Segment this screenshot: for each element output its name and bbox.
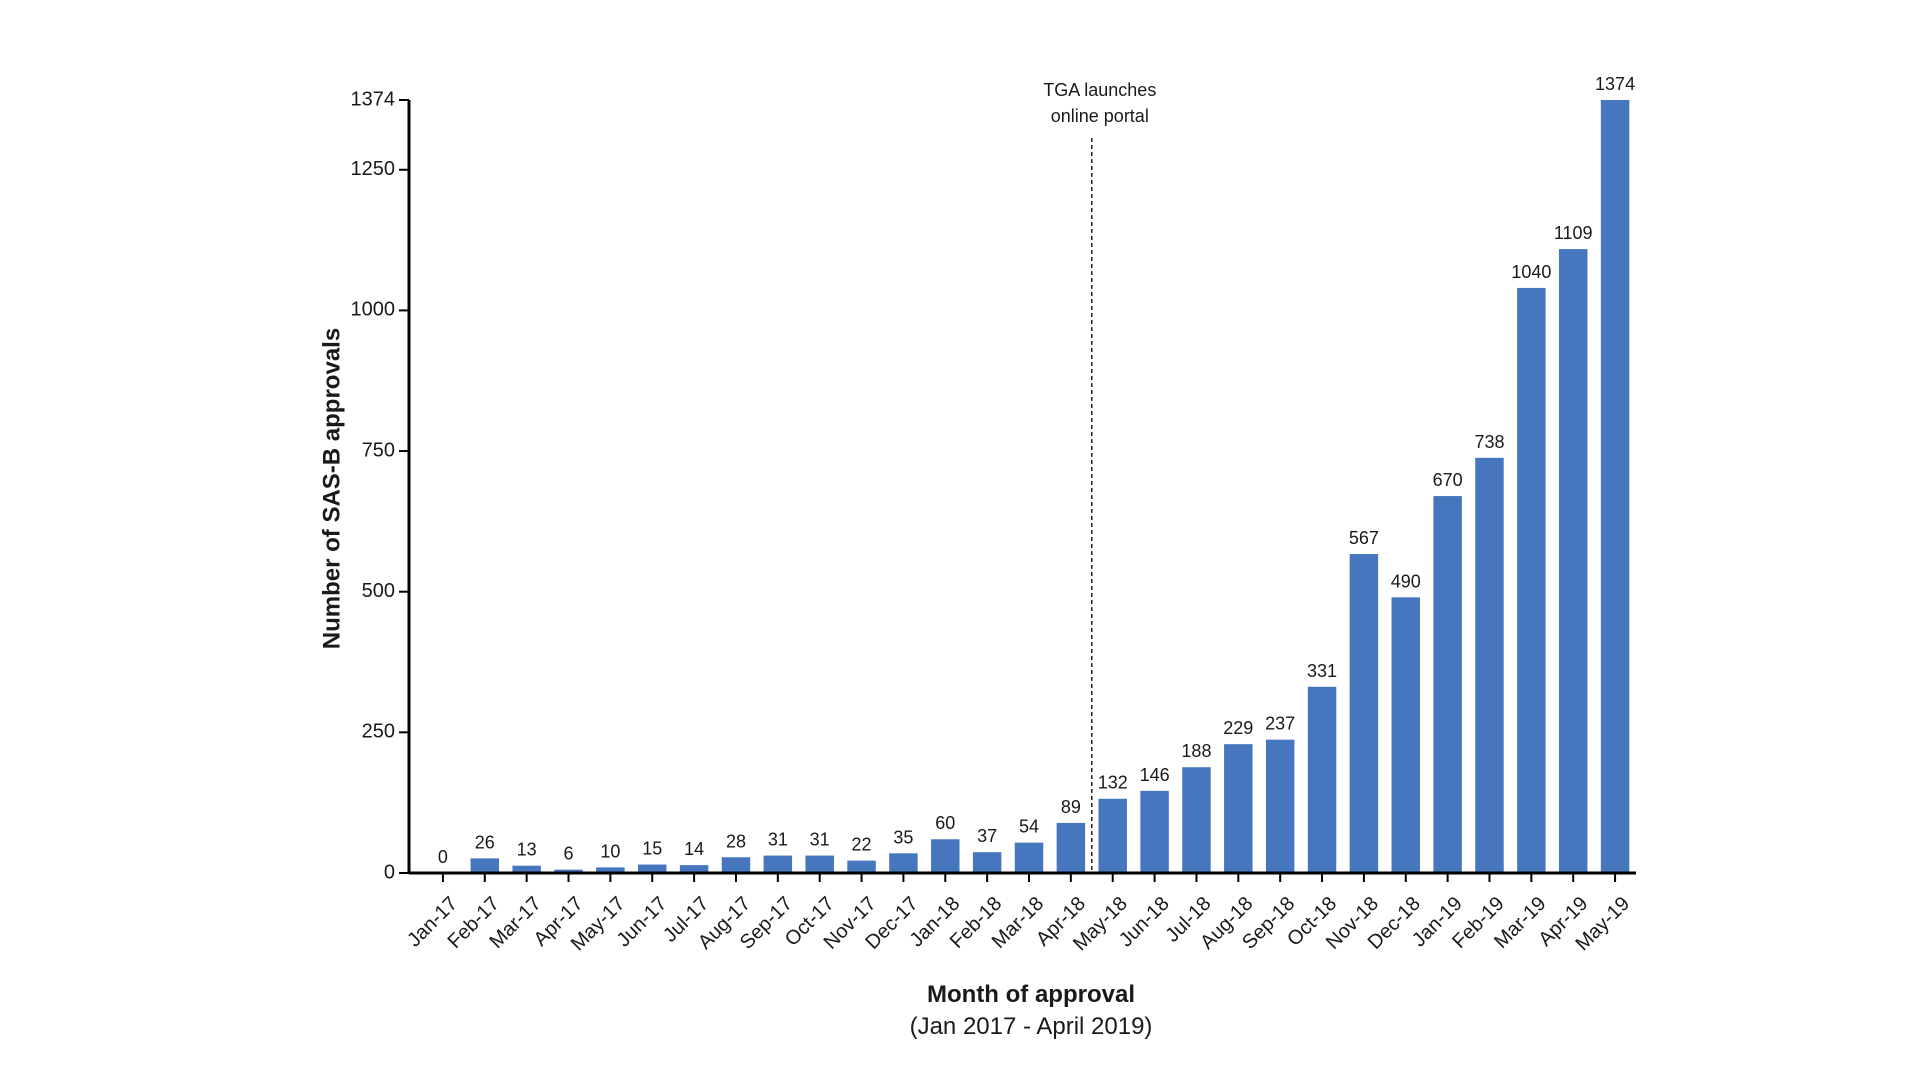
data-label-mar-19: 1040 bbox=[1511, 262, 1551, 282]
data-label-jul-18: 188 bbox=[1181, 741, 1211, 761]
data-label-feb-17: 26 bbox=[475, 832, 495, 852]
data-label-nov-18: 567 bbox=[1349, 528, 1379, 548]
bar-jun-17 bbox=[638, 864, 667, 873]
data-label-may-17: 10 bbox=[600, 841, 620, 861]
y-tick-label: 250 bbox=[362, 721, 395, 743]
data-label-aug-18: 229 bbox=[1223, 718, 1253, 738]
data-label-nov-17: 22 bbox=[852, 835, 872, 855]
bar-aug-18 bbox=[1224, 744, 1253, 873]
data-label-may-18: 132 bbox=[1098, 773, 1128, 793]
data-label-jul-17: 14 bbox=[684, 839, 704, 859]
data-label-jan-19: 670 bbox=[1433, 470, 1463, 490]
data-label-mar-18: 54 bbox=[1019, 817, 1039, 837]
bar-feb-18 bbox=[972, 852, 1002, 873]
data-label-may-19: 1374 bbox=[1595, 74, 1635, 94]
bar-mar-18 bbox=[1014, 842, 1044, 873]
bar-sep-18 bbox=[1265, 739, 1295, 873]
data-label-apr-17: 6 bbox=[564, 844, 574, 864]
bar-dec-17 bbox=[889, 853, 918, 873]
y-tick-label: 1000 bbox=[351, 299, 396, 321]
bar-may-19 bbox=[1600, 100, 1630, 873]
bar-apr-19 bbox=[1558, 249, 1588, 874]
annotation-text: online portal bbox=[1051, 106, 1149, 126]
bar-dec-18 bbox=[1391, 597, 1420, 873]
bar-apr-17 bbox=[554, 869, 583, 873]
bar-nov-17 bbox=[847, 860, 876, 873]
y-tick-label: 0 bbox=[384, 861, 395, 883]
bar-oct-17 bbox=[805, 855, 834, 873]
data-label-jan-18: 60 bbox=[935, 813, 955, 833]
data-label-dec-17: 35 bbox=[893, 827, 913, 847]
bar-oct-18 bbox=[1307, 686, 1337, 873]
bar-sep-17 bbox=[763, 855, 793, 873]
bar-jan-18 bbox=[931, 839, 960, 873]
data-label-jan-17: 0 bbox=[438, 847, 448, 867]
axes-group bbox=[399, 99, 1636, 882]
data-label-apr-19: 1109 bbox=[1554, 223, 1593, 243]
data-label-jun-18: 146 bbox=[1140, 765, 1170, 785]
annotation-text: TGA launches bbox=[1043, 80, 1156, 100]
bar-apr-18 bbox=[1056, 822, 1086, 873]
y-tick-label: 1374 bbox=[351, 88, 396, 110]
bar-jul-18 bbox=[1182, 767, 1211, 873]
bar-may-17 bbox=[596, 867, 625, 873]
bar-jul-17 bbox=[679, 865, 709, 873]
bar-feb-19 bbox=[1475, 457, 1504, 873]
data-label-jun-17: 15 bbox=[642, 839, 662, 859]
data-label-oct-18: 331 bbox=[1307, 661, 1337, 681]
data-label-feb-19: 738 bbox=[1474, 432, 1504, 452]
x-axis-title: Month of approval bbox=[927, 981, 1135, 1008]
y-tick-label: 750 bbox=[362, 439, 395, 461]
y-axis-title: Number of SAS-B approvals bbox=[318, 328, 345, 649]
y-tick-label: 500 bbox=[362, 580, 395, 602]
data-label-oct-17: 31 bbox=[810, 830, 830, 850]
bar-nov-18 bbox=[1349, 554, 1379, 873]
data-label-sep-17: 31 bbox=[768, 830, 788, 850]
bar-mar-17 bbox=[512, 865, 541, 873]
bar-feb-17 bbox=[470, 858, 500, 873]
bar-jan-19 bbox=[1433, 496, 1462, 873]
x-axis-subtitle: (Jan 2017 - April 2019) bbox=[910, 1013, 1153, 1040]
bars-group bbox=[470, 100, 1630, 874]
bar-jun-18 bbox=[1140, 790, 1169, 873]
data-label-mar-17: 13 bbox=[517, 840, 537, 860]
data-label-aug-17: 28 bbox=[726, 831, 746, 851]
annotation-group: TGA launches online portal bbox=[1043, 80, 1156, 873]
y-tick-label: 1250 bbox=[351, 158, 396, 180]
bar-may-18 bbox=[1098, 798, 1127, 873]
bar-mar-19 bbox=[1517, 287, 1546, 873]
data-label-apr-18: 89 bbox=[1061, 797, 1081, 817]
data-label-sep-18: 237 bbox=[1265, 714, 1295, 734]
bar-aug-17 bbox=[721, 857, 751, 873]
data-label-feb-18: 37 bbox=[977, 826, 997, 846]
data-label-dec-18: 490 bbox=[1391, 571, 1421, 591]
